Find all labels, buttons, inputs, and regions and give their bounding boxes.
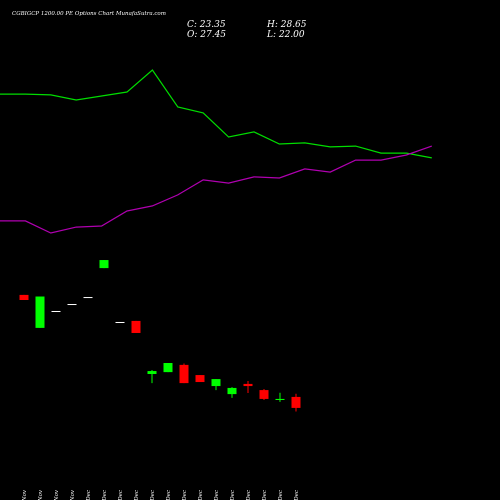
x-tick-label: 12 Dec <box>134 490 140 500</box>
indicator-line <box>0 145 432 234</box>
candle-body <box>35 296 45 328</box>
candle-body <box>51 310 61 312</box>
x-tick-label: 27 Dec <box>278 490 284 500</box>
x-tick-label: 09 Dec <box>102 490 108 500</box>
candle-body <box>211 379 221 387</box>
candle-body <box>83 297 93 299</box>
x-tick-label: 11 Dec <box>118 490 124 500</box>
candle-body <box>291 396 301 408</box>
candle-body <box>259 390 269 399</box>
x-tick-label: 20 Dec <box>214 490 220 500</box>
x-tick-label: 30 Dec <box>294 490 300 500</box>
candle-body <box>195 375 205 383</box>
x-tick-label: 27 Nov <box>54 489 60 500</box>
candle-body <box>243 383 253 387</box>
candle-body <box>227 387 237 395</box>
high-label: H: 28.65 <box>266 20 307 30</box>
x-tick-label: 28 Nov <box>70 489 76 500</box>
x-tick-label: 01 Dec <box>86 490 92 500</box>
x-tick-label: 23 Dec <box>230 490 236 500</box>
x-tick-label: 25 Nov <box>22 489 28 500</box>
close-label: C: 23.35 <box>187 20 226 30</box>
x-tick-label: 17 Dec <box>166 490 172 500</box>
chart-title: CGBIGCP 1200.00 PE Options Chart MunafaS… <box>12 11 166 17</box>
candle-body <box>99 260 109 269</box>
x-tick-label: 16 Dec <box>150 490 156 500</box>
indicator-line <box>0 69 432 159</box>
open-label: O: 27.45 <box>187 30 226 40</box>
x-tick-label: 19 Dec <box>198 490 204 500</box>
candle-body <box>115 321 125 323</box>
candle-body <box>275 398 285 400</box>
x-tick-label: 26 Nov <box>38 489 44 500</box>
candle-body <box>179 364 189 384</box>
x-tick-label: 24 Dec <box>246 490 252 500</box>
candle-body <box>147 371 157 374</box>
x-tick-label: 26 Dec <box>262 490 268 500</box>
candle-body <box>67 304 77 306</box>
candle-body <box>19 294 29 300</box>
low-label: L: 22.00 <box>266 30 305 40</box>
candle-body <box>131 320 141 333</box>
x-tick-label: 18 Dec <box>182 490 188 500</box>
candle-body <box>163 363 173 373</box>
